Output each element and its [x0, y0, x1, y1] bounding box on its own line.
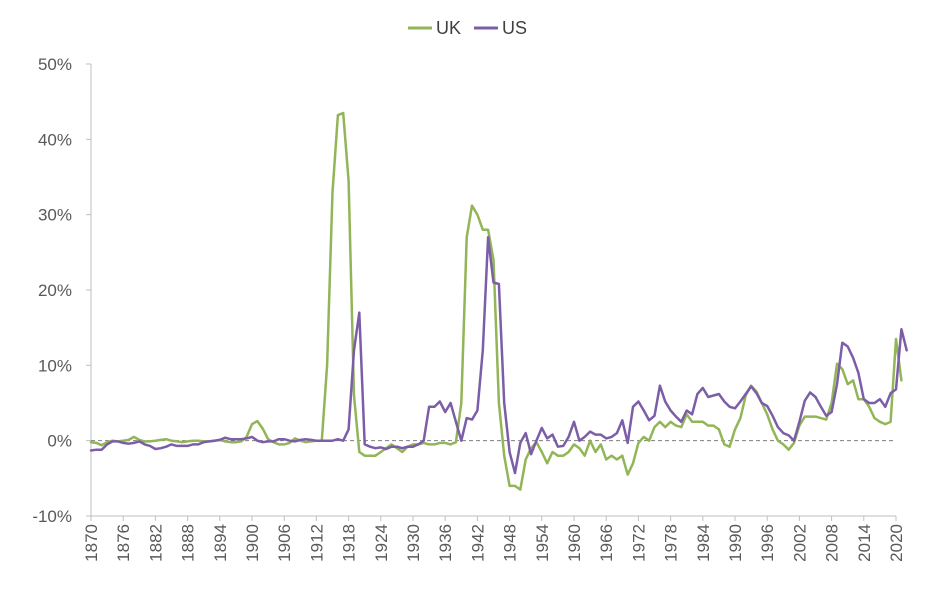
x-tick-label: 1900 — [243, 524, 262, 562]
x-tick-label: 1942 — [468, 524, 487, 562]
x-tick-label: 1918 — [340, 524, 359, 562]
x-tick-label: 2008 — [823, 524, 842, 562]
y-tick-label: 10% — [38, 356, 72, 375]
x-tick-label: 1888 — [179, 524, 198, 562]
x-tick-label: 2020 — [887, 524, 906, 562]
y-tick-label: -10% — [32, 507, 72, 526]
y-tick-label: 30% — [38, 206, 72, 225]
x-axis-ticks: 1870 1876 1882 1888 1894 1900 1906 1912 1918 1924… — [82, 516, 906, 562]
series-lines — [89, 111, 908, 491]
x-tick-label: 1990 — [726, 524, 745, 562]
legend-us-label: US — [502, 18, 527, 38]
x-tick-label: 1948 — [501, 524, 520, 562]
y-tick-label: 50% — [38, 55, 72, 74]
x-tick-label: 1894 — [211, 524, 230, 562]
x-tick-label: 1870 — [82, 524, 101, 562]
x-tick-label: 1906 — [275, 524, 294, 562]
y-tick-label: 40% — [38, 130, 72, 149]
x-tick-label: 1924 — [372, 524, 391, 562]
x-tick-label: 1966 — [597, 524, 616, 562]
y-tick-label: 20% — [38, 281, 72, 300]
x-tick-label: 1996 — [758, 524, 777, 562]
x-tick-label: 1930 — [404, 524, 423, 562]
series-line-us — [89, 236, 908, 475]
x-tick-label: 1960 — [565, 524, 584, 562]
x-tick-label: 1876 — [114, 524, 133, 562]
y-axis-ticks: -10% 0% 10% 20% 30% 40% 50% — [32, 55, 91, 526]
x-tick-label: 1954 — [533, 524, 552, 562]
x-tick-label: 1936 — [436, 524, 455, 562]
series-line-uk — [89, 111, 903, 491]
y-tick-label: 0% — [47, 432, 72, 451]
x-tick-label: 1978 — [662, 524, 681, 562]
legend-uk-label: UK — [436, 18, 461, 38]
x-tick-label: 1972 — [629, 524, 648, 562]
x-tick-label: 2014 — [855, 524, 874, 562]
x-tick-label: 1882 — [146, 524, 165, 562]
x-tick-label: 1912 — [307, 524, 326, 562]
legend: UK US — [408, 18, 527, 38]
x-tick-label: 2002 — [790, 524, 809, 562]
x-tick-label: 1984 — [694, 524, 713, 562]
